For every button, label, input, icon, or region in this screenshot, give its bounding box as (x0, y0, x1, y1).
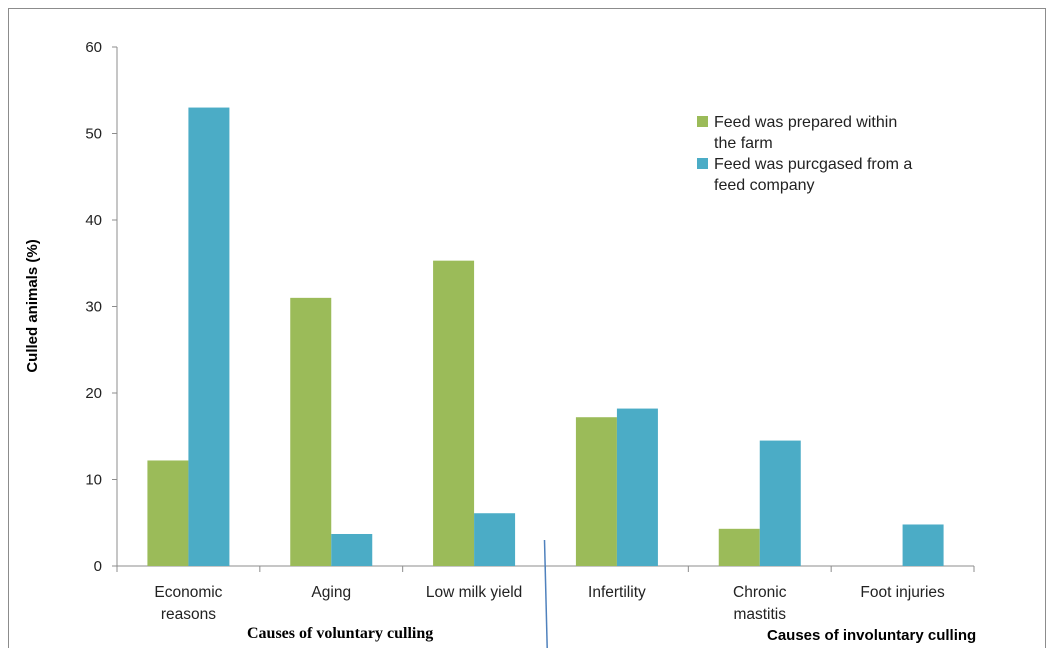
bar-series-2 (474, 513, 516, 566)
legend-label-2: Feed was purcgased from a (714, 156, 912, 173)
bar-series-2 (902, 524, 944, 566)
plot-area: 0 10 20 30 40 50 60 Economic reasons Aging Low mil… (85, 39, 975, 648)
bar-series-2 (616, 408, 658, 566)
x-category-label: Economic (154, 584, 222, 601)
x-category-label: reasons (161, 606, 216, 623)
x-category-label: Infertility (588, 584, 646, 601)
y-tick-label: 10 (85, 472, 102, 489)
y-tick-label: 40 (85, 212, 102, 229)
x-category-label: Aging (311, 584, 351, 601)
x-category-label: Low milk yield (426, 584, 522, 601)
legend-swatch-1 (697, 116, 708, 127)
legend-label-1: the farm (714, 135, 773, 152)
x-category-label: Chronic (733, 584, 787, 601)
bar-series-1 (718, 528, 760, 566)
bar-series-1 (575, 417, 617, 566)
y-tick-label: 60 (85, 39, 102, 56)
y-axis-title: Culled animals (%) (24, 239, 41, 372)
y-tick-label: 30 (85, 299, 102, 316)
bar-series-2 (331, 533, 373, 566)
voluntary-culling-label: Causes of voluntary culling (247, 625, 433, 642)
y-tick-label: 50 (85, 126, 102, 143)
x-category-label: mastitis (733, 606, 786, 623)
legend-label-1: Feed was prepared within (714, 114, 897, 131)
bar-series-2 (188, 107, 230, 567)
bar-series-2 (759, 440, 801, 566)
legend-swatch-2 (697, 158, 708, 169)
bar-series-1 (147, 460, 189, 566)
y-tick-label: 0 (94, 558, 102, 575)
bar-series-1 (290, 297, 332, 566)
group-divider-line (543, 539, 548, 648)
y-tick-label: 20 (85, 385, 102, 402)
involuntary-culling-label: Causes of involuntary culling (767, 627, 976, 644)
legend-label-2: feed company (714, 177, 815, 194)
bar-series-1 (433, 260, 475, 566)
x-category-label: Foot injuries (860, 584, 945, 601)
